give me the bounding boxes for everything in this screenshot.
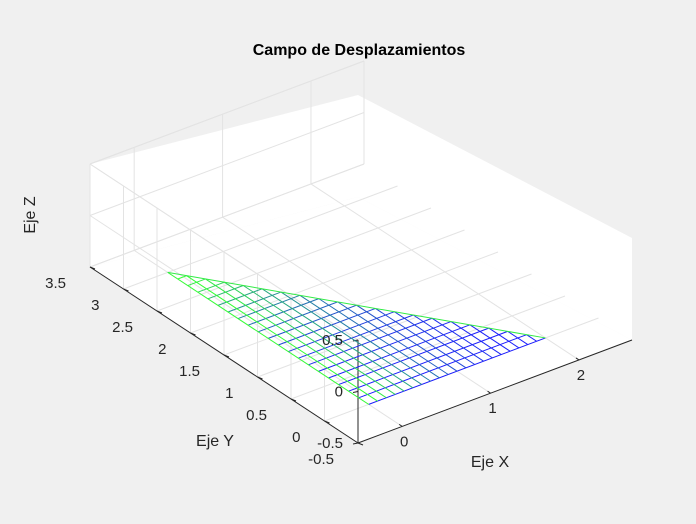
mesh-line — [237, 294, 301, 320]
y-tick-mark — [357, 442, 364, 446]
grid-line — [89, 112, 365, 216]
y-tick-label: 3 — [91, 297, 99, 314]
grid-line — [156, 207, 432, 312]
y-tick-label: 0.5 — [246, 407, 267, 424]
y-tick-mark — [324, 420, 330, 424]
mesh-line — [261, 288, 414, 389]
grid-line — [123, 185, 398, 290]
x-tick-mark — [575, 357, 580, 361]
y-tick-mark — [290, 398, 297, 402]
y-axis-label: Eje Y — [196, 433, 234, 450]
mesh-line — [450, 321, 502, 355]
mesh-line — [356, 304, 458, 372]
mesh-line — [318, 321, 452, 372]
z-tick-label: -0.5 — [317, 435, 343, 452]
box-edge — [89, 60, 365, 165]
mesh-line — [507, 330, 529, 345]
y-tick-label: 1.5 — [179, 363, 200, 380]
mesh-line — [394, 311, 476, 365]
y-tick-label: 2 — [158, 341, 166, 358]
mesh-line — [278, 307, 376, 346]
mesh-line — [280, 291, 423, 385]
y-tick-mark — [223, 354, 230, 358]
mesh-line — [318, 298, 440, 379]
y-tick-label: -0.5 — [308, 451, 334, 468]
chart-title: Campo de Desplazamientos — [253, 42, 466, 59]
mesh-boundary — [167, 271, 546, 339]
z-tick-mark — [352, 391, 359, 393]
mesh-line — [412, 314, 484, 362]
mesh-line — [205, 278, 387, 399]
back-pane-right — [358, 95, 632, 340]
grid-line — [89, 163, 365, 268]
y-tick-mark — [190, 332, 196, 336]
mesh-line — [167, 271, 369, 405]
x-axis-label: Eje X — [471, 454, 510, 471]
z-axis-label: Eje Z — [22, 196, 39, 234]
mesh-line — [186, 275, 378, 402]
mesh-line — [526, 334, 537, 342]
mesh-line — [338, 327, 489, 386]
mesh-line — [224, 281, 396, 395]
mesh-line — [431, 317, 493, 359]
mesh-line — [257, 301, 338, 333]
mesh-line — [299, 294, 431, 382]
grid-line — [290, 295, 566, 400]
y-tick-mark — [257, 376, 263, 380]
z-tick-label: 0 — [335, 384, 343, 401]
mesh-line — [217, 288, 263, 306]
y-tick-label: 3.5 — [45, 275, 66, 292]
x-tick-mark — [487, 390, 491, 394]
mesh-line — [358, 334, 527, 399]
z-tick-mark — [352, 442, 359, 445]
x-tick-label: 2 — [577, 367, 585, 384]
y-tick-mark — [89, 266, 96, 270]
grid-line — [257, 273, 532, 378]
floor-pane — [90, 197, 632, 443]
z-tick-label: 0.5 — [322, 332, 343, 349]
mesh-line — [337, 301, 449, 375]
axis-lines — [89, 266, 633, 446]
mesh-line — [242, 285, 405, 392]
x-tick-mark — [398, 423, 403, 427]
mesh-line — [197, 281, 225, 293]
grid-line — [190, 229, 465, 334]
x-tick-label: 0 — [400, 433, 408, 450]
y-tick-mark — [123, 288, 129, 292]
x-axis-line — [357, 339, 633, 444]
mesh-line — [298, 314, 414, 359]
tick-labels: 0 1 2 -0.5 0 0.5 1 1.5 2 2.5 3 3.5 -0.5 0 0.5 — [45, 275, 585, 468]
y-tick-label: 1 — [225, 385, 233, 402]
x-tick-label: 1 — [488, 400, 496, 417]
mesh-line — [177, 275, 187, 280]
mesh-line — [469, 324, 511, 352]
y-tick-label: 2.5 — [112, 319, 133, 336]
mesh-line — [488, 327, 520, 349]
y-tick-mark — [156, 310, 163, 314]
y-tick-label: 0 — [292, 429, 300, 446]
mesh-line — [375, 308, 467, 369]
displacement-mesh — [167, 271, 546, 405]
